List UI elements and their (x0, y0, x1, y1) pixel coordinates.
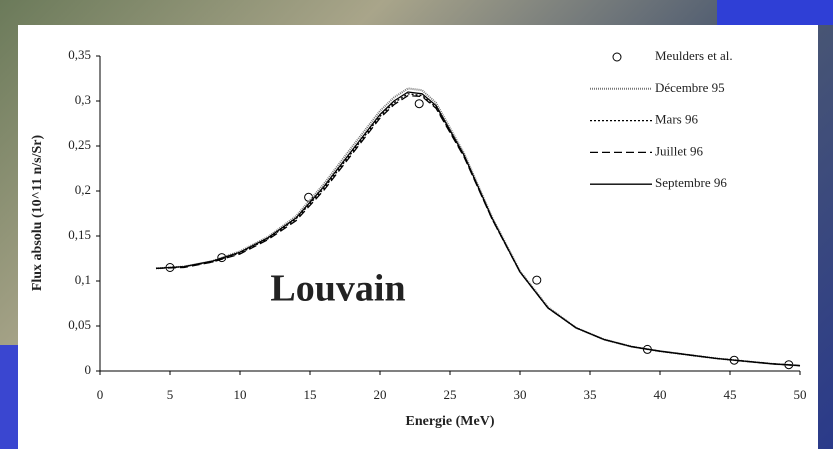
x-tick-label: 20 (374, 387, 387, 402)
y-tick-label: 0,25 (68, 137, 91, 152)
x-tick-label: 50 (794, 387, 807, 402)
legend-label: Mars 96 (655, 112, 698, 127)
x-tick-label: 25 (444, 387, 457, 402)
data-line (155, 91, 801, 367)
x-axis-title: Energie (MeV) (405, 414, 494, 429)
x-tick-label: 45 (724, 387, 737, 402)
x-tick-label: 10 (234, 387, 247, 402)
x-tick-label: 0 (97, 387, 104, 402)
legend-label: Meulders et al. (655, 48, 733, 63)
y-tick-label: 0,15 (68, 227, 91, 242)
slide-band (717, 0, 833, 25)
y-tick-label: 0,05 (68, 317, 91, 332)
y-tick-label: 0,2 (75, 182, 91, 197)
annotation: Louvain (270, 268, 405, 310)
x-tick-label: 5 (167, 387, 174, 402)
x-tick-label: 30 (514, 387, 527, 402)
x-tick-label: 15 (304, 387, 317, 402)
data-point (217, 253, 227, 263)
y-axis-title: Flux absolu (10^11 n/s/Sr) (30, 134, 45, 291)
legend-label: Septembre 96 (655, 175, 727, 190)
y-tick-label: 0,35 (68, 47, 91, 62)
y-tick-label: 0 (85, 362, 92, 377)
y-tick-label: 0,3 (75, 92, 91, 107)
legend-label: Juillet 96 (655, 143, 704, 158)
x-tick-label: 35 (584, 387, 597, 402)
y-tick-label: 0,1 (75, 272, 91, 287)
data-point (414, 99, 424, 109)
data-point (532, 275, 542, 285)
slide-band (0, 345, 18, 449)
legend-label: Décembre 95 (655, 80, 725, 95)
x-tick-label: 40 (654, 387, 667, 402)
legend-marker (612, 52, 622, 62)
